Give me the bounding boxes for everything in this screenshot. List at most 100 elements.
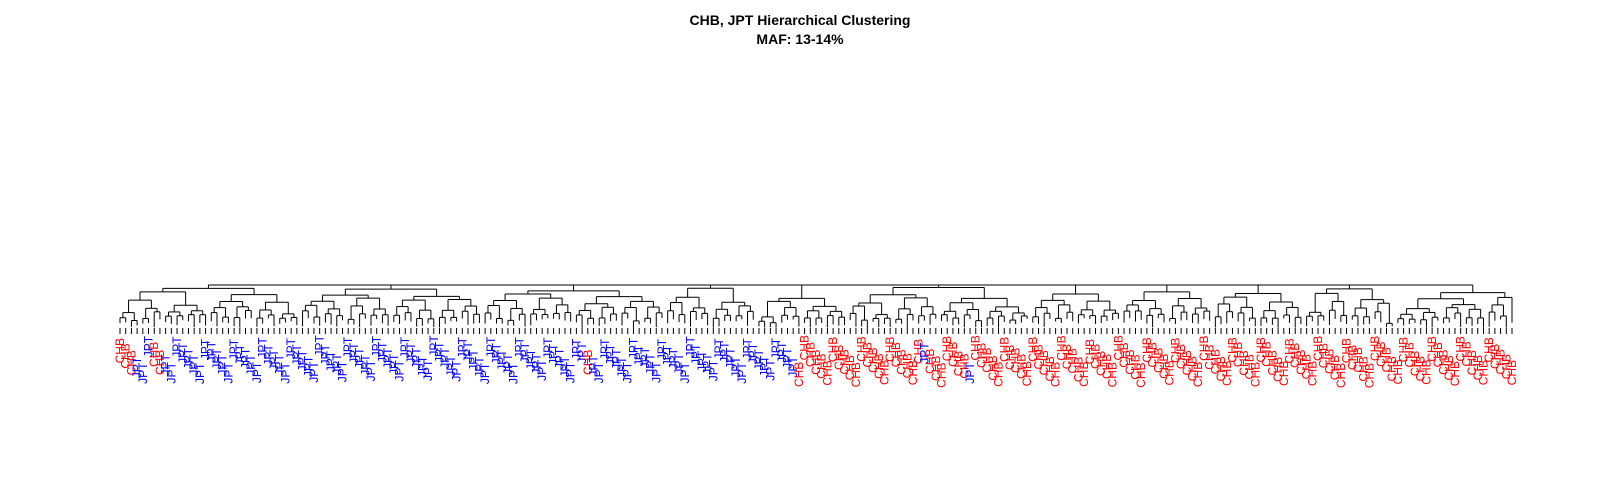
leaf-label: CHB [1419,359,1433,384]
leaf-label: JPT [284,337,298,359]
leaf-label: CHB [1071,357,1085,382]
leaf-label: CHB [1220,361,1234,386]
leaf-label: CHB [1009,348,1023,373]
leaf-label: CHB [798,335,812,360]
leaf-label: CHB [1288,343,1302,368]
leaf-label: CHB [1054,335,1068,360]
leaf-label: CHB [820,360,834,385]
leaf-label: CHB [1300,354,1314,379]
leaf-label: JPT [672,353,686,375]
dendrogram-branches [119,284,1513,334]
leaf-label: CHB [1089,344,1103,369]
leaf-label: JPT [330,353,344,375]
leaf-label: JPT [450,360,464,382]
leaf-label: CHB [1060,344,1074,369]
leaf-label: JPT [712,338,726,360]
leaf-label: JPT [324,350,338,372]
leaf-label: JPT [467,349,481,371]
leaf-label: JPT [569,338,583,360]
leaf-label: CHB [1459,341,1473,366]
leaf-label: JPT [335,360,349,382]
leaf-label: CHB [900,353,914,378]
leaf-label: CHB [906,360,920,385]
leaf-label: CHB [1294,349,1308,374]
leaf-label: JPT [164,362,178,384]
leaf-label: JPT [587,355,601,377]
leaf-label: JPT [438,347,452,369]
leaf-label: CHB [1505,360,1519,385]
leaf-label: JPT [718,341,732,363]
leaf-label: CHB [1328,355,1342,380]
leaf-label: JPT [524,348,538,370]
leaf-label: JPT [204,340,218,362]
leaf-label: CHB [1014,354,1028,379]
leaf-label: CHB [1322,349,1336,374]
leaf-label: JPT [763,359,777,381]
leaf-label: CHB [940,336,954,361]
leaf-label: CHB [1385,356,1399,381]
leaf-label: JPT [604,343,618,365]
leaf-label: CHB [1334,363,1348,388]
leaf-label: CHB [1157,354,1171,379]
leaf-label: CHB [1351,347,1365,372]
leaf-label: CHB [1482,337,1496,362]
leaf-label: CHB [124,350,138,375]
leaf-label: JPT [244,354,258,376]
leaf-label: CHB [1134,362,1148,387]
leaf-label: CHB [1128,354,1142,379]
leaf-label: JPT [626,337,640,359]
leaf-label: CHB [1471,355,1485,380]
leaf-label: JPT [364,359,378,381]
leaf-label: CHB [1020,361,1034,386]
leaf-label: CHB [1362,363,1376,388]
leaf-label: JPT [375,341,389,363]
leaf-label: JPT [181,347,195,369]
leaf-label: CHB [581,350,595,375]
leaf-label: JPT [404,342,418,364]
leaf-label: JPT [130,356,144,378]
leaf-label: CHB [1123,349,1137,374]
leaf-label: JPT [313,335,327,357]
leaf-label: JPT [547,343,561,365]
leaf-label: CHB [946,342,960,367]
leaf-label: JPT [210,348,224,370]
leaf-label: CHB [1476,360,1490,385]
leaf-label: CHB [957,353,971,378]
leaf-label: CHB [1271,357,1285,382]
leaf-label: JPT [758,355,772,377]
leaf-label: CHB [952,351,966,376]
leaf-label: CHB [1026,337,1040,362]
leaf-label: JPT [741,338,755,360]
leaf-label: JPT [609,348,623,370]
leaf-label: CHB [843,355,857,380]
leaf-label: JPT [752,348,766,370]
leaf-label: CHB [992,362,1006,387]
leaf-label: JPT [472,356,486,378]
leaf-label: JPT [723,347,737,369]
leaf-label: JPT [444,355,458,377]
leaf-label: CHB [1214,356,1228,381]
leaf-label: JPT [695,350,709,372]
leaf-label: CHB [1379,347,1393,372]
leaf-label: CHB [1254,337,1268,362]
leaf-label: CHB [849,362,863,387]
leaf-label: JPT [775,341,789,363]
leaf-label: JPT [199,338,213,360]
leaf-label: JPT [341,336,355,358]
leaf-label: JPT [735,362,749,384]
leaf-label: JPT [575,342,589,364]
leaf-label: JPT [478,362,492,384]
leaf-label: JPT [632,344,646,366]
leaf-label: JPT [318,343,332,365]
leaf-label: JPT [917,342,931,364]
leaf-label: CHB [1191,362,1205,387]
leaf-label: JPT [193,362,207,384]
leaf-label: CHB [1345,345,1359,370]
leaf-label: JPT [290,344,304,366]
leaf-label: CHB [1083,339,1097,364]
dendrogram-leaf-labels: CHBCHBCHBJPTJPTJPTCHBCHBJPTJPTJPTJPTJPTJ… [113,335,1519,389]
leaf-label: CHB [1117,342,1131,367]
leaf-label: JPT [136,362,150,384]
